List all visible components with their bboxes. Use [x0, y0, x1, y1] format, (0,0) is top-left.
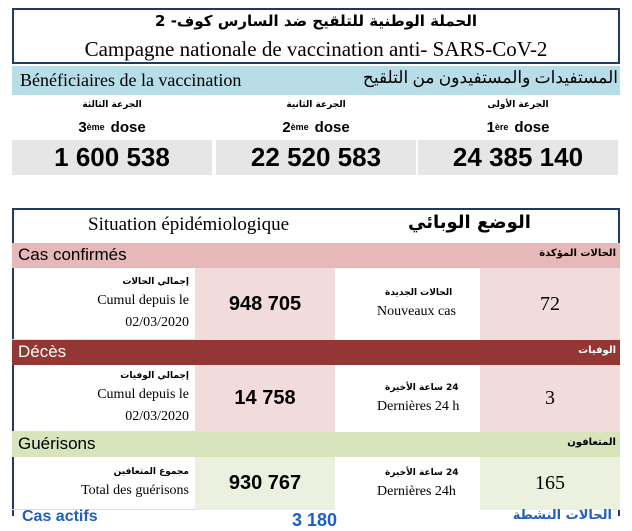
dose-label: 1 ère dose	[418, 116, 618, 138]
new-fr: Dernières 24 h	[377, 398, 460, 414]
section-bar	[12, 432, 620, 457]
vacc-label-fr: Bénéficiaires de la vaccination	[20, 70, 242, 90]
cumul-cell: إجمالي الحالات Cumul depuis le 02/03/2020	[12, 268, 195, 340]
dose-value: 1 600 538	[12, 140, 212, 175]
section-label-fr: Guérisons	[18, 434, 96, 453]
new-ar: 24 ساعة الأخيرة	[385, 382, 459, 393]
dose-label: 2 ème dose	[216, 116, 416, 138]
new-fr: Nouveaux cas	[377, 304, 456, 319]
dose-word: dose	[314, 118, 350, 136]
new-value: 3	[480, 365, 620, 432]
dose-ar: الجرعة الثانية	[286, 100, 346, 110]
title-fr: Campagne nationale de vaccination anti- …	[84, 36, 548, 61]
new-value: 165	[480, 457, 620, 510]
cumul-date: 02/03/2020	[125, 409, 189, 424]
new-cell: 24 ساعة الأخيرة Dernières 24h	[335, 457, 480, 510]
section-label-ar: المتعافون	[567, 437, 616, 448]
dose-word: dose	[110, 118, 146, 136]
section-label-fr: Décès	[18, 342, 67, 361]
new-value: 72	[480, 268, 620, 340]
new-ar: الحالات الجديدة	[385, 288, 453, 298]
dose-num: 1	[486, 118, 495, 136]
dose-sup: ère	[494, 122, 509, 132]
title-ar: الحملة الوطنية للتلقيح ضد السارس كوف- 2	[155, 12, 477, 30]
vacc-bar	[12, 66, 620, 95]
cumul-ar: إجمالي الحالات	[122, 276, 189, 287]
vacc-label-ar: المستفيدات والمستفيدون من التلقيح	[362, 68, 618, 87]
dose-word: dose	[514, 118, 550, 136]
dose-ar: الجرعة الأولى	[487, 100, 549, 110]
section-bar	[12, 243, 620, 268]
new-ar: 24 ساعة الأخيرة	[385, 467, 459, 478]
section-label-ar: الحالات المؤكدة	[539, 248, 616, 259]
new-cell: 24 ساعة الأخيرة Dernières 24 h	[335, 365, 480, 432]
active-label-ar: الحالات النشطة	[512, 508, 612, 523]
situation-title-fr: Situation épidémiologique	[88, 214, 290, 235]
cumul-value: 930 767	[195, 457, 335, 510]
new-fr: Dernières 24h	[377, 483, 456, 499]
dose-value: 22 520 583	[216, 140, 416, 175]
situation-title-ar: الوضع الوبائي	[408, 212, 531, 233]
active-value: 3 180	[292, 510, 338, 530]
dose-ar: الجرعة الثالثة	[82, 100, 142, 110]
section-bar	[12, 340, 620, 365]
active-label-fr: Cas actifs	[22, 508, 98, 525]
cumul-date: 02/03/2020	[125, 314, 189, 330]
cumul-value: 948 705	[195, 268, 335, 340]
new-cell: الحالات الجديدة Nouveaux cas	[335, 268, 480, 340]
dose-sup: ème	[290, 122, 309, 132]
cumul-cell: إجمالي الوفيات Cumul depuis le 02/03/2020	[12, 365, 195, 432]
header-box	[12, 8, 620, 64]
cumul-value: 14 758	[195, 365, 335, 432]
dose-num: 2	[282, 118, 291, 136]
cumul-fr: Total des guérisons	[81, 483, 189, 498]
cumul-ar: إجمالي الوفيات	[120, 371, 189, 381]
dose-value: 24 385 140	[418, 140, 618, 175]
section-label-fr: Cas confirmés	[18, 245, 127, 264]
cumul-fr: Cumul depuis le	[97, 387, 189, 402]
dose-sup: ème	[86, 122, 105, 132]
cumul-fr: Cumul depuis le	[97, 292, 189, 308]
dose-label: 3 ème dose	[12, 116, 212, 138]
cumul-cell: مجموع المتعافين Total des guérisons	[12, 457, 195, 510]
dose-num: 3	[78, 118, 87, 136]
cumul-ar: مجموع المتعافين	[113, 467, 189, 477]
section-label-ar: الوفيات	[578, 345, 616, 356]
